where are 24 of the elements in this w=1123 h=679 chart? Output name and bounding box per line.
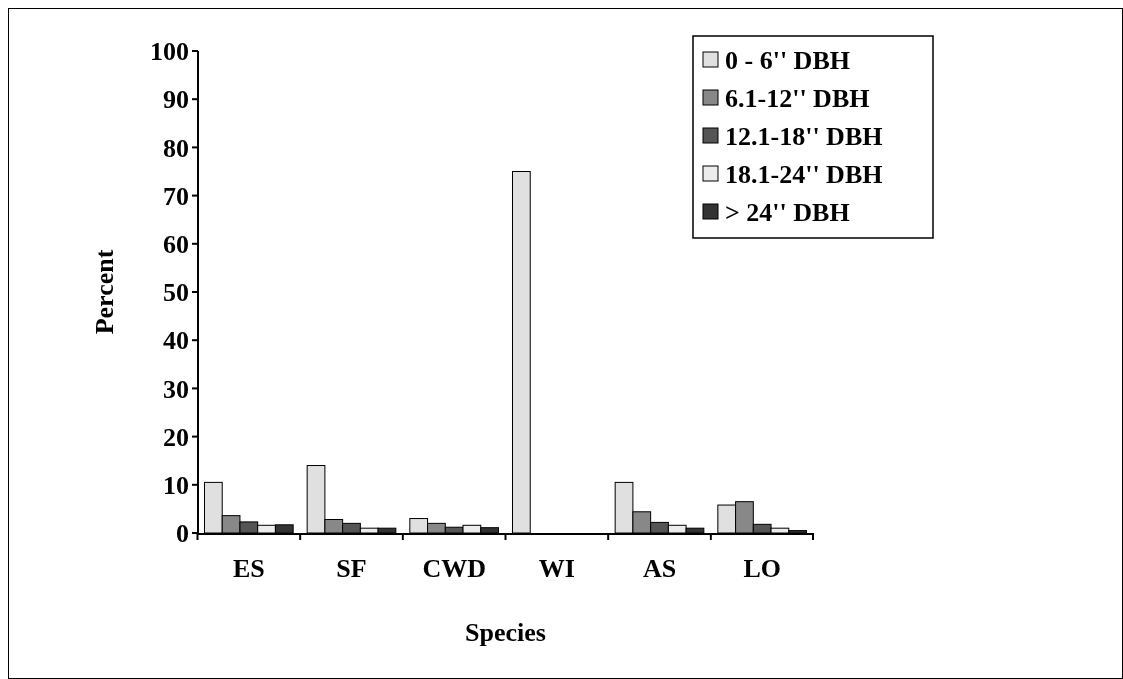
y-tick-label: 60	[163, 229, 189, 259]
x-tick-label: ES	[232, 554, 265, 583]
y-tick-label: 80	[163, 133, 189, 163]
legend-label: 12.1-18'' DBH	[725, 122, 883, 152]
x-tick-label: SF	[336, 554, 367, 583]
y-tick-label: 40	[163, 326, 189, 356]
x-tick-label: CWD	[422, 554, 486, 583]
x-tick-label: AS	[642, 554, 677, 583]
y-tick-label: 50	[163, 278, 189, 308]
legend-label: 0 - 6'' DBH	[725, 46, 850, 76]
y-tick-label: 70	[163, 181, 189, 211]
legend-label: 6.1-12'' DBH	[725, 84, 870, 114]
y-tick-label: 10	[163, 470, 189, 500]
x-tick-label: WI	[538, 554, 575, 583]
legend-label: > 24'' DBH	[725, 198, 850, 228]
x-axis-title: Species	[465, 618, 546, 647]
y-tick-label: 0	[176, 519, 189, 549]
x-tick-label: LO	[743, 554, 781, 583]
y-tick-label: 20	[163, 422, 189, 452]
y-tick-label: 100	[150, 37, 189, 67]
y-axis-title: Percent	[90, 249, 119, 335]
y-tick-label: 90	[163, 85, 189, 115]
y-tick-label: 30	[163, 374, 189, 404]
legend-label: 18.1-24'' DBH	[725, 160, 883, 190]
